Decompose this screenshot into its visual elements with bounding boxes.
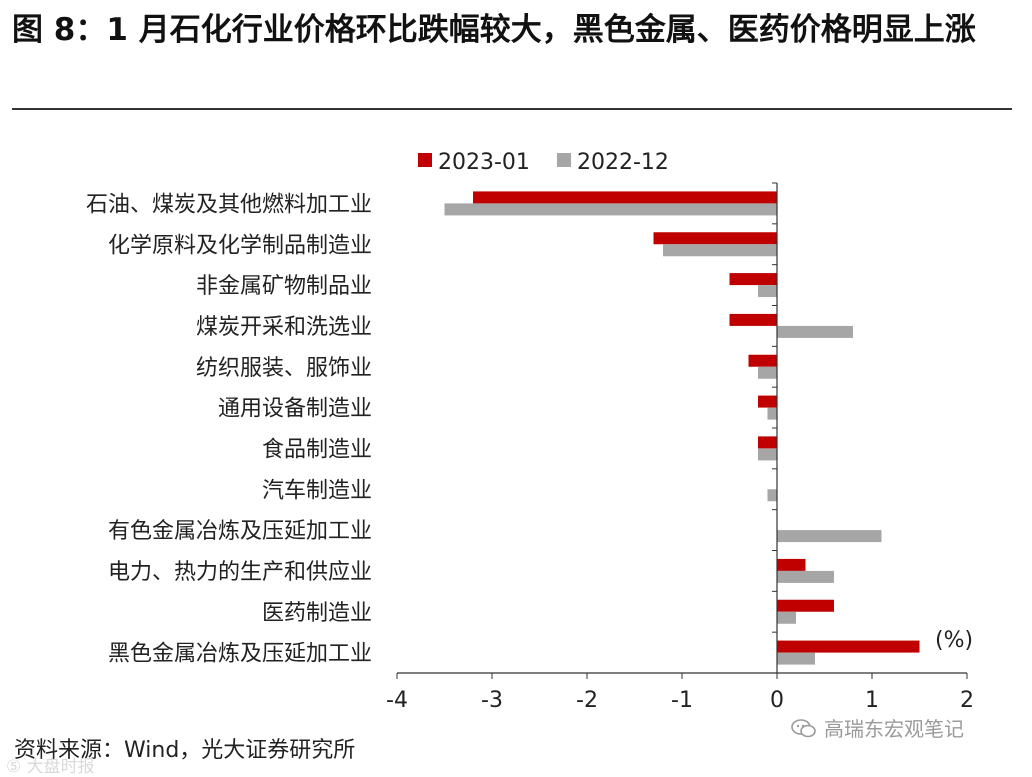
watermark-text: 高瑞东宏观笔记	[824, 717, 964, 741]
bar-2022-12-9	[777, 570, 834, 583]
bar-2022-12-4	[758, 366, 777, 379]
title-divider	[12, 108, 1012, 110]
source-note: 资料来源：Wind，光大证券研究所	[14, 738, 356, 763]
x-tick-label-4: 0	[770, 688, 784, 713]
x-tick-label-3: -1	[671, 688, 693, 713]
x-tick-label-5: 1	[865, 688, 879, 713]
watermark: 高瑞东宏观笔记	[790, 713, 964, 742]
category-label-11: 黑色金属冶炼及压延加工业	[108, 642, 372, 667]
category-label-0: 石油、煤炭及其他燃料加工业	[86, 192, 372, 217]
x-tick-label-6: 2	[960, 688, 974, 713]
bar-2023-01-1	[653, 232, 777, 245]
axes: -4 -3 -2 -1 0 1 2	[386, 182, 974, 713]
category-label-6: 食品制造业	[262, 437, 372, 462]
bar-2023-01-2	[729, 273, 777, 286]
bar-2022-12-1	[663, 244, 777, 257]
x-tick-label-0: -4	[386, 688, 408, 713]
x-tick-label-2: -2	[576, 688, 598, 713]
category-label-8: 有色金属冶炼及压延加工业	[108, 519, 372, 544]
category-label-7: 汽车制造业	[262, 478, 372, 503]
category-labels: 石油、煤炭及其他燃料加工业化学原料及化学制品制造业非金属矿物制品业煤炭开采和洗选…	[86, 192, 372, 666]
bar-2022-12-10	[777, 611, 796, 624]
bar-2023-01-9	[777, 558, 806, 571]
bar-2022-12-5	[767, 407, 777, 420]
legend: 2023-01 2022-12	[418, 150, 669, 175]
bar-2023-01-5	[758, 395, 777, 408]
x-tick-label-1: -3	[481, 688, 503, 713]
category-label-3: 煤炭开采和洗选业	[196, 315, 372, 340]
bar-2023-01-10	[777, 599, 834, 612]
bar-2022-12-7	[767, 489, 777, 502]
bar-2023-01-0	[473, 191, 777, 204]
bars	[444, 191, 920, 665]
bar-2023-01-11	[777, 640, 920, 653]
bar-2022-12-8	[777, 530, 882, 543]
watermark-bottom: ⑤ 大盘时报	[6, 757, 95, 777]
category-label-9: 电力、热力的生产和供应业	[108, 560, 372, 585]
figure-title: 图 8：1 月石化行业价格环比跌幅较大，黑色金属、医药价格明显上涨	[12, 12, 976, 48]
bar-2022-12-11	[777, 652, 815, 665]
legend-label-2023-01: 2023-01	[438, 150, 530, 175]
bar-2023-01-4	[748, 354, 777, 367]
bar-2022-12-3	[777, 325, 853, 338]
category-label-5: 通用设备制造业	[218, 397, 372, 422]
unit-label: (%)	[935, 628, 973, 653]
category-label-2: 非金属矿物制品业	[196, 274, 372, 299]
legend-swatch-2023-01	[418, 153, 432, 167]
legend-swatch-2022-12	[557, 153, 571, 167]
bar-2022-12-2	[758, 285, 777, 298]
category-label-4: 纺织服装、服饰业	[196, 356, 372, 381]
bar-2023-01-6	[758, 436, 777, 449]
category-label-10: 医药制造业	[262, 601, 372, 626]
bar-2022-12-6	[758, 448, 777, 461]
wechat-icon	[791, 718, 816, 737]
legend-label-2022-12: 2022-12	[577, 150, 669, 175]
bar-2022-12-0	[444, 203, 777, 216]
bar-2023-01-3	[729, 313, 777, 326]
category-label-1: 化学原料及化学制品制造业	[108, 233, 372, 258]
